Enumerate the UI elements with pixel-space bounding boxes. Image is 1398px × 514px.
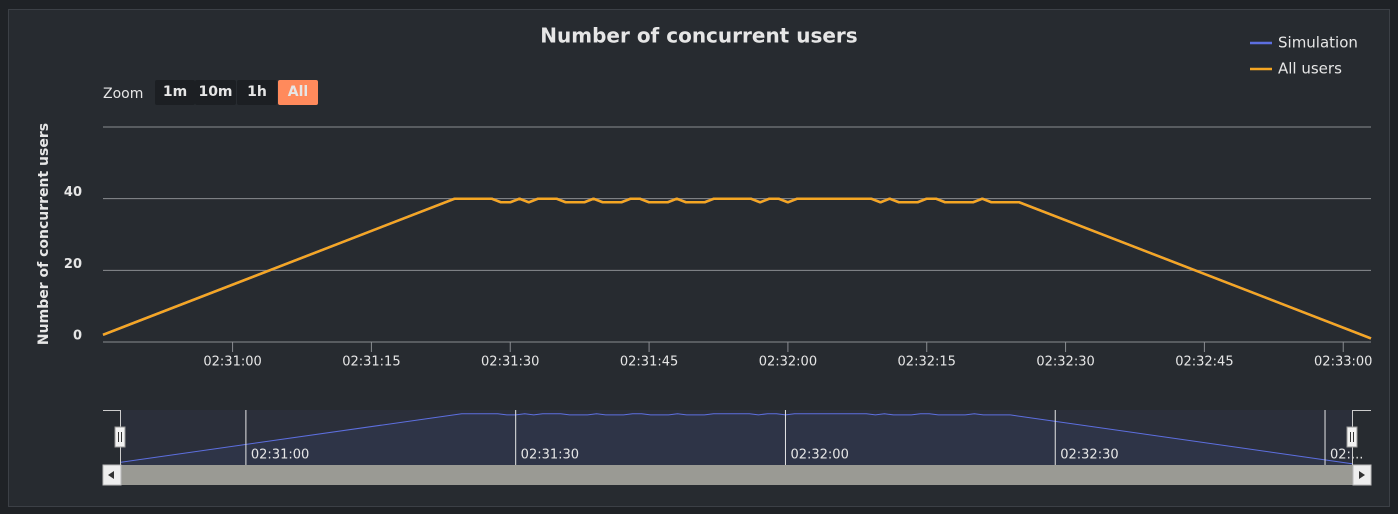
zoom-button-label[interactable]: 1m xyxy=(163,84,187,100)
y-tick-label: 40 xyxy=(64,185,82,200)
scrollbar-track[interactable] xyxy=(103,465,1371,485)
legend-label[interactable]: Simulation xyxy=(1278,34,1358,52)
scrollbar-left-arrow xyxy=(108,471,114,479)
grid: 0 20 40 02:31:00 02:31:15 02:31:30 02:31:45 02:… xyxy=(64,126,1372,370)
zoom-button-label[interactable]: 1h xyxy=(247,84,267,100)
series-line xyxy=(102,197,1372,340)
x-tick-label: 02:32:45 xyxy=(1175,355,1233,370)
x-tick-label: 02:31:30 xyxy=(481,355,539,370)
zoom-button-label[interactable]: All xyxy=(288,84,308,100)
zoom-button[interactable] xyxy=(195,80,236,105)
navigator-tick-label: 02:31:30 xyxy=(521,448,579,463)
zoom-button[interactable] xyxy=(278,80,318,105)
navigator-tick-label: 02:31:00 xyxy=(251,448,309,463)
navigator-handle[interactable] xyxy=(1346,426,1358,448)
x-tick-label: 02:31:00 xyxy=(203,355,261,370)
navigator-background xyxy=(120,410,1352,465)
navigator-tick-label: 02:32:00 xyxy=(790,448,848,463)
plot xyxy=(102,197,1372,340)
navigator-line xyxy=(119,413,1353,465)
x-tick-label: 02:32:15 xyxy=(898,355,956,370)
zoom-button[interactable] xyxy=(155,80,195,105)
legend-label[interactable]: All users xyxy=(1278,60,1342,78)
navigator: 02:31:00 02:31:30 02:32:00 02:32:30 02:... xyxy=(103,410,1371,465)
navigator-handle-grip xyxy=(118,432,122,442)
x-tick-label: 02:32:30 xyxy=(1036,355,1094,370)
y-tick-label: 20 xyxy=(64,257,82,272)
x-tick-label: 02:31:45 xyxy=(620,355,678,370)
y-tick-label: 0 xyxy=(73,329,82,344)
chart-title: Number of concurrent users xyxy=(540,24,857,48)
scrollbar-right-arrow xyxy=(1359,471,1365,479)
legend: Simulation All users xyxy=(1250,34,1358,78)
navigator-handle[interactable] xyxy=(114,426,126,448)
x-tick-label: 02:31:15 xyxy=(342,355,400,370)
navigator-area xyxy=(120,413,1352,465)
navigator-handle-grip xyxy=(1350,432,1354,442)
zoom-label: Zoom xyxy=(103,86,143,102)
zoom-button-label[interactable]: 10m xyxy=(198,84,232,100)
y-axis-label: Number of concurrent users xyxy=(36,123,52,345)
navigator-tick-label: 02:32:30 xyxy=(1060,448,1118,463)
zoom-button[interactable] xyxy=(237,80,277,105)
zoom-buttons: 1m 10m 1h All xyxy=(155,80,318,105)
navigator-tick-label: 02:... xyxy=(1330,448,1363,463)
x-tick-label: 02:33:00 xyxy=(1314,355,1372,370)
x-tick-label: 02:32:00 xyxy=(759,355,817,370)
